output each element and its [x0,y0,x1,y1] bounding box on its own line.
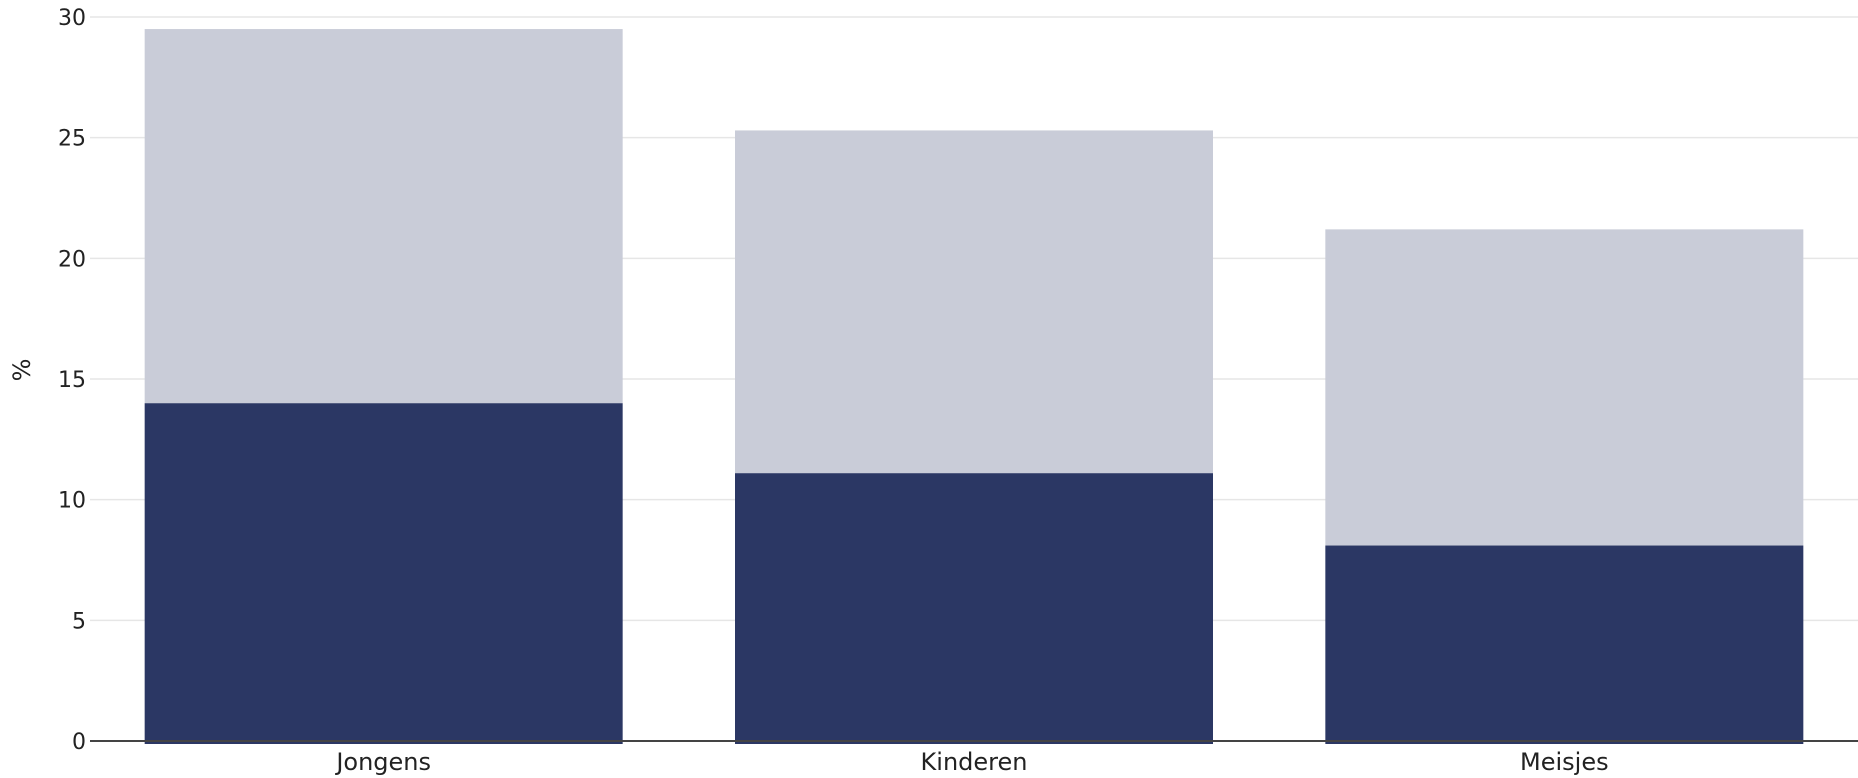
y-tick-label: 30 [58,6,86,31]
y-tick-label: 10 [58,489,86,514]
y-axis-ticks: 0 5 10 15 20 25 30 [58,6,86,755]
y-tick-label: 0 [72,730,86,755]
y-tick-label: 15 [58,368,86,393]
bar-segment-kinderen-2 [735,130,1213,474]
bar-segment-jongens-1 [144,403,623,744]
bar-segment-kinderen-1 [735,473,1213,744]
y-tick-label: 5 [72,609,86,634]
bar-segment-meisjes-2 [1325,229,1804,546]
x-axis-labels: Jongens Kinderen Meisjes [334,748,1608,776]
bars [144,29,1804,744]
y-axis-title: % [8,359,36,382]
bar-segment-jongens-2 [144,29,623,404]
y-tick-label: 25 [58,127,86,152]
x-category-label: Jongens [334,748,431,776]
bar-segment-meisjes-1 [1325,545,1804,744]
x-category-label: Meisjes [1520,748,1609,776]
x-category-label: Kinderen [921,748,1028,776]
y-tick-label: 20 [58,247,86,272]
